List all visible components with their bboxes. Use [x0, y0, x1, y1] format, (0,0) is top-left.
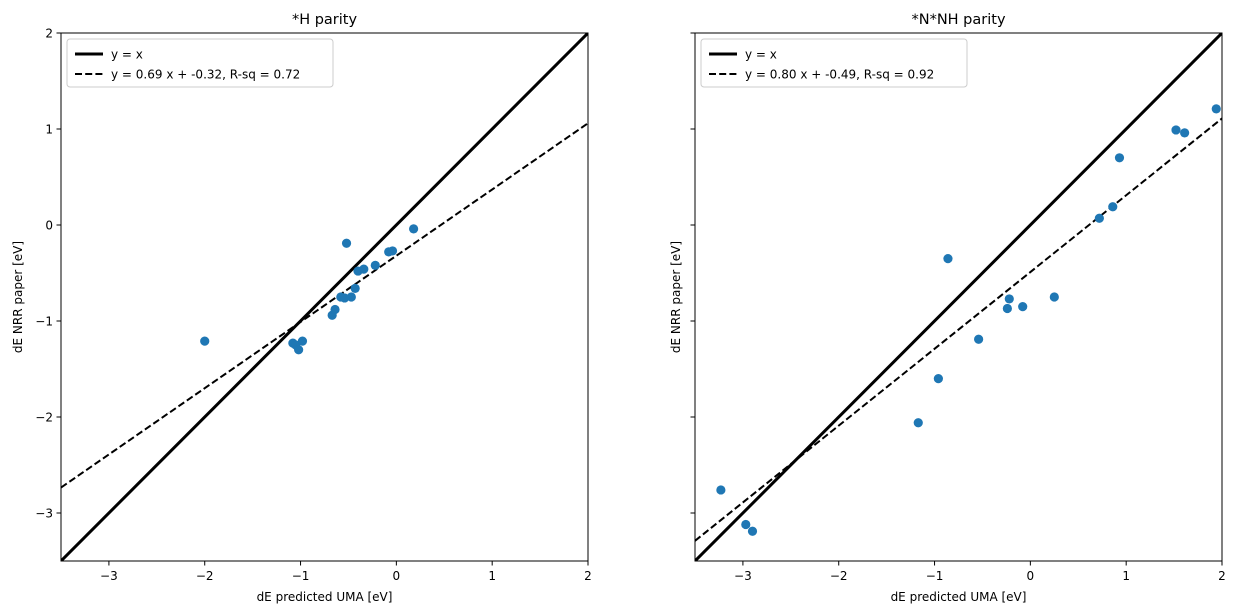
legend-entry: y = 0.69 x + -0.32, R-sq = 0.72: [111, 68, 300, 82]
y-tick-label: −2: [35, 411, 53, 425]
x-tick-label: −3: [734, 569, 752, 583]
data-point: [913, 418, 923, 428]
data-point: [1114, 153, 1125, 163]
legend-entry: y = x: [745, 48, 777, 62]
x-tick-label: 1: [1122, 569, 1130, 583]
data-point: [200, 336, 210, 346]
data-point: [1180, 128, 1190, 138]
legend-entry: y = x: [111, 48, 143, 62]
data-point: [1002, 303, 1012, 314]
axes-frame: [60, 32, 589, 562]
x-axis-label: dE predicted UMA [eV]: [257, 590, 393, 604]
data-point: [716, 485, 726, 495]
data-point: [387, 246, 398, 256]
y-tick-label: −3: [35, 507, 53, 521]
y-tick-label: 0: [45, 219, 53, 233]
data-point: [341, 238, 352, 248]
data-point: [297, 336, 308, 346]
data-point: [747, 526, 758, 536]
data-point: [1049, 292, 1059, 302]
data-point: [409, 224, 419, 234]
identity-line: [61, 33, 588, 561]
x-tick-label: 1: [488, 569, 496, 583]
data-point: [359, 264, 369, 274]
data-point: [933, 374, 943, 384]
data-point: [741, 519, 751, 530]
data-point: [350, 283, 360, 293]
data-point: [346, 292, 356, 302]
x-tick-label: 2: [584, 569, 592, 583]
plot-area: [61, 33, 588, 561]
legend: y = x y = 0.69 x + -0.32, R-sq = 0.72: [66, 38, 334, 88]
data-point: [370, 260, 380, 270]
x-tick-label: −1: [926, 569, 944, 583]
data-point: [943, 254, 953, 264]
x-tick-label: −1: [292, 569, 310, 583]
data-point: [330, 304, 340, 315]
fit-line: [695, 117, 1222, 542]
x-tick-label: −3: [100, 569, 118, 583]
y-tick-label: −1: [35, 315, 53, 329]
y-tick-label: 1: [45, 123, 53, 137]
chart-panel-2: −3 −2 −1 0 1 2 *N*NH parity dE predicted UMA [e…: [669, 12, 1226, 604]
data-point: [1171, 125, 1181, 135]
data-point: [1094, 213, 1104, 223]
x-axis-label: dE predicted UMA [eV]: [891, 590, 1027, 604]
chart-title: *N*NH parity: [911, 12, 1005, 28]
y-axis-label: dE NRR paper [eV]: [11, 241, 25, 353]
data-point: [340, 293, 350, 303]
legend-box: [66, 38, 334, 88]
legend-box: [700, 38, 968, 88]
identity-line: [695, 33, 1222, 561]
data-point: [294, 345, 304, 355]
legend-entry: y = 0.80 x + -0.49, R-sq = 0.92: [745, 68, 934, 82]
axes-frame: [694, 32, 1223, 562]
chart-title: *H parity: [292, 12, 358, 28]
y-tick-label: 2: [45, 27, 53, 41]
data-point: [1108, 202, 1118, 212]
y-axis-label: dE NRR paper [eV]: [669, 241, 683, 353]
legend: y = x y = 0.80 x + -0.49, R-sq = 0.92: [700, 38, 968, 88]
data-point: [1004, 294, 1014, 304]
data-point: [1018, 302, 1028, 312]
data-point: [974, 334, 984, 344]
fit-line: [61, 122, 588, 489]
x-tick-label: 0: [393, 569, 401, 583]
x-tick-label: −2: [830, 569, 848, 583]
x-tick-label: 2: [1218, 569, 1226, 583]
x-tick-label: −2: [196, 569, 214, 583]
data-point: [1211, 104, 1221, 114]
plot-area: [695, 33, 1222, 561]
x-tick-label: 0: [1027, 569, 1035, 583]
chart-panel-1: −3 −2 −1 0 1 2 −3 −2 −1 0 1 2 *H parity dE predicted …: [11, 12, 592, 604]
